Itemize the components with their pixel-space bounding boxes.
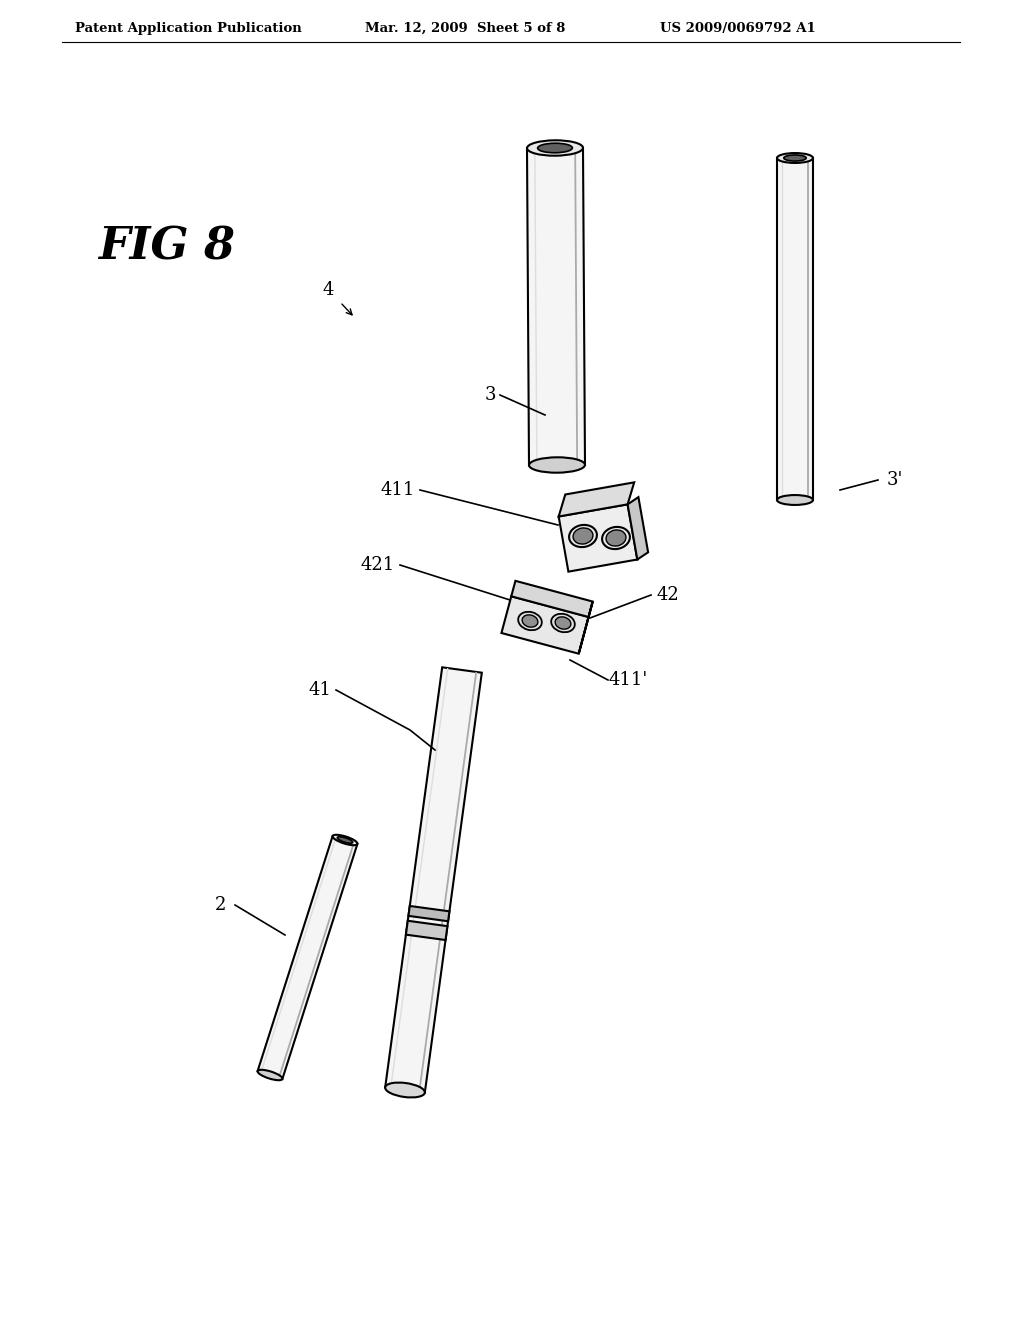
Polygon shape (527, 148, 585, 465)
Ellipse shape (777, 495, 813, 506)
Polygon shape (777, 158, 813, 500)
Ellipse shape (783, 154, 806, 161)
Ellipse shape (602, 527, 630, 549)
Polygon shape (385, 668, 482, 1093)
Ellipse shape (606, 529, 626, 546)
Ellipse shape (385, 1082, 425, 1097)
Text: 41: 41 (308, 681, 332, 700)
Ellipse shape (538, 144, 572, 153)
Polygon shape (258, 836, 357, 1078)
Polygon shape (502, 597, 589, 653)
Text: US 2009/0069792 A1: US 2009/0069792 A1 (660, 22, 816, 36)
Text: 4: 4 (323, 281, 334, 300)
Ellipse shape (529, 457, 585, 473)
Ellipse shape (573, 528, 593, 544)
Ellipse shape (569, 525, 597, 546)
Polygon shape (409, 906, 450, 921)
Ellipse shape (527, 140, 583, 156)
Ellipse shape (518, 611, 542, 630)
Polygon shape (559, 482, 634, 516)
Text: 3': 3' (887, 471, 903, 488)
Ellipse shape (258, 1069, 283, 1080)
Ellipse shape (522, 615, 538, 627)
Ellipse shape (333, 834, 357, 845)
Polygon shape (511, 581, 593, 616)
Text: 411': 411' (608, 671, 647, 689)
Ellipse shape (551, 614, 574, 632)
Text: 2: 2 (214, 896, 225, 913)
Text: 3: 3 (484, 385, 496, 404)
Polygon shape (406, 921, 447, 940)
Ellipse shape (337, 837, 352, 843)
Text: Patent Application Publication: Patent Application Publication (75, 22, 302, 36)
Polygon shape (628, 498, 648, 560)
Polygon shape (559, 504, 637, 572)
Text: 421: 421 (360, 556, 395, 574)
Text: Mar. 12, 2009  Sheet 5 of 8: Mar. 12, 2009 Sheet 5 of 8 (365, 22, 565, 36)
Polygon shape (579, 602, 593, 653)
Ellipse shape (555, 616, 571, 630)
Text: 42: 42 (656, 586, 679, 605)
Text: 411: 411 (381, 480, 415, 499)
Text: FIG 8: FIG 8 (98, 224, 234, 268)
Ellipse shape (777, 153, 813, 162)
